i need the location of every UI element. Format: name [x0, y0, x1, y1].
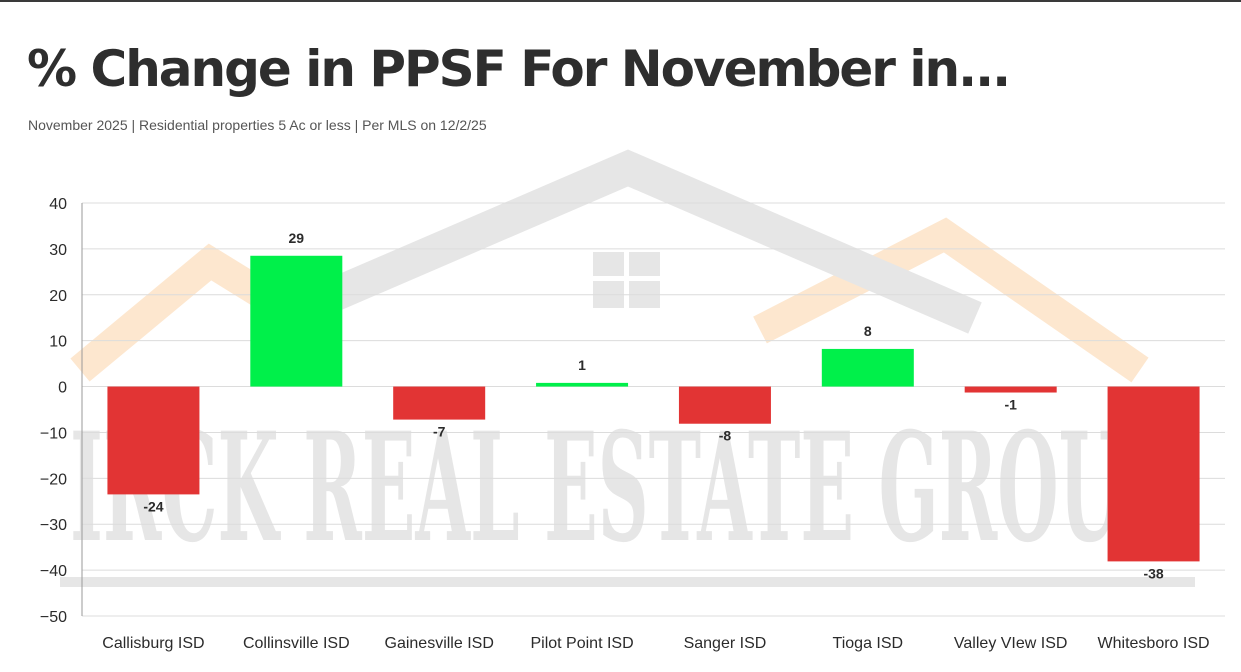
y-tick-label: −10	[40, 425, 67, 442]
data-label: -1	[1004, 397, 1017, 413]
y-tick-label: −30	[40, 517, 67, 534]
x-tick-label: Valley VIew ISD	[954, 635, 1068, 652]
data-label: -8	[719, 428, 732, 444]
y-tick-label: 30	[49, 242, 67, 259]
bar	[964, 386, 1057, 393]
watermark-window-icon	[593, 252, 660, 308]
y-tick-label: −50	[40, 609, 67, 626]
bar	[1107, 386, 1200, 562]
watermark-roof-right	[753, 217, 1149, 383]
y-tick-label: 0	[58, 380, 67, 397]
data-label: 29	[289, 230, 305, 246]
y-tick-label: 20	[49, 288, 67, 305]
bar	[536, 382, 629, 387]
x-tick-label: Pilot Point ISD	[530, 635, 633, 652]
bars	[107, 255, 1200, 562]
watermark-text: IRCK REAL ESTATE GROU	[70, 400, 1120, 576]
data-label: -7	[433, 424, 446, 440]
top-rule	[0, 0, 1241, 2]
x-axis-labels: Callisburg ISD Collinsville ISD Gainesvill…	[102, 635, 1209, 652]
x-tick-label: Collinsville ISD	[243, 635, 350, 652]
page-subtitle: November 2025 | Residential properties 5…	[28, 117, 487, 133]
x-tick-label: Sanger ISD	[684, 635, 767, 652]
y-axis-labels: 40 30 20 10 0 −10 −20 −30 −40 −50	[40, 196, 67, 626]
y-tick-label: −40	[40, 563, 67, 580]
bar	[250, 255, 343, 387]
bar	[107, 386, 200, 495]
y-tick-label: −20	[40, 471, 67, 488]
data-label: 1	[578, 357, 586, 373]
y-tick-label: 10	[49, 334, 67, 351]
page-title: % Change in PPSF For November in...	[27, 40, 1011, 98]
bar	[678, 386, 771, 424]
x-tick-label: Whitesboro ISD	[1098, 635, 1210, 652]
data-label: 8	[864, 323, 872, 339]
data-label: -24	[143, 498, 163, 514]
data-label: -38	[1143, 565, 1163, 581]
bar	[393, 386, 486, 420]
bar	[821, 348, 914, 387]
watermark: IRCK REAL ESTATE GROU	[60, 149, 1195, 587]
watermark-underline	[60, 577, 1195, 587]
data-labels: -24 29 -7 1 -8 8 -1 -38	[143, 230, 1164, 582]
watermark-roof-main	[273, 149, 982, 334]
y-tick-label: 40	[49, 196, 67, 213]
x-tick-label: Gainesville ISD	[385, 635, 494, 652]
x-tick-label: Tioga ISD	[833, 635, 904, 652]
x-tick-label: Callisburg ISD	[102, 635, 204, 652]
